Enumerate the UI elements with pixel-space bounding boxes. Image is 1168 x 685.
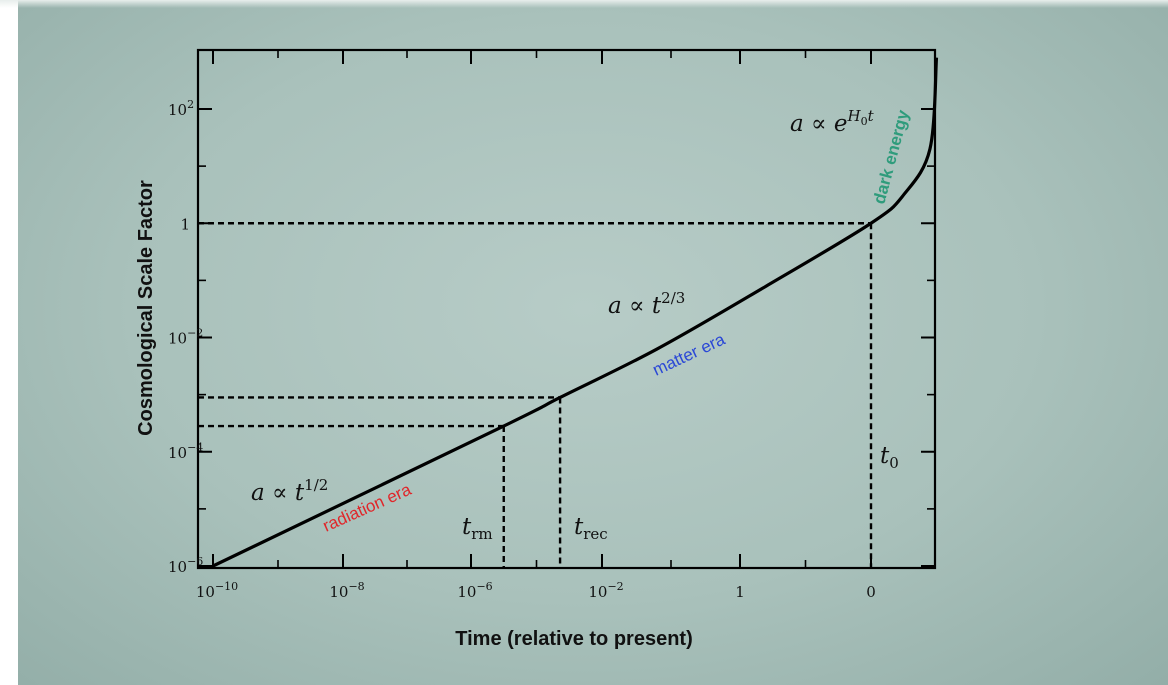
x-tick-label: 1 <box>735 583 745 601</box>
tick-marks <box>198 50 935 568</box>
t-rec-label: trec <box>574 514 608 543</box>
t-0-label: t0 <box>880 443 899 472</box>
y-tick-label: 10−6 <box>168 555 203 576</box>
y-tick-label: 10−2 <box>168 327 203 348</box>
x-tick-labels: 10−10 10−8 10−6 10−2 1 0 <box>196 580 876 601</box>
x-axis-title: Time (relative to present) <box>455 628 692 650</box>
y-tick-label: 1 <box>180 215 190 233</box>
t-rm-label: trm <box>462 514 493 543</box>
scale-factor-curve <box>212 57 939 568</box>
dark-energy-formula: a ∝ eH0t <box>790 107 875 137</box>
plot-frame <box>196 48 937 570</box>
matter-era-label: matter era <box>650 329 729 379</box>
dashed-guides <box>198 222 873 568</box>
x-tick-label: 10−2 <box>588 580 623 601</box>
x-tick-label: 10−6 <box>457 580 492 601</box>
y-tick-label: 10−4 <box>168 441 203 462</box>
matter-formula: a ∝ t2/3 <box>608 289 685 319</box>
y-tick-label: 102 <box>168 98 194 119</box>
radiation-formula: a ∝ t1/2 <box>251 476 328 506</box>
x-tick-label: 0 <box>866 583 876 601</box>
y-tick-labels: 10−6 10−4 10−2 1 102 <box>168 98 203 576</box>
x-tick-label: 10−10 <box>196 580 238 601</box>
y-axis-title: Cosmological Scale Factor <box>135 180 157 436</box>
x-tick-label: 10−8 <box>329 580 364 601</box>
